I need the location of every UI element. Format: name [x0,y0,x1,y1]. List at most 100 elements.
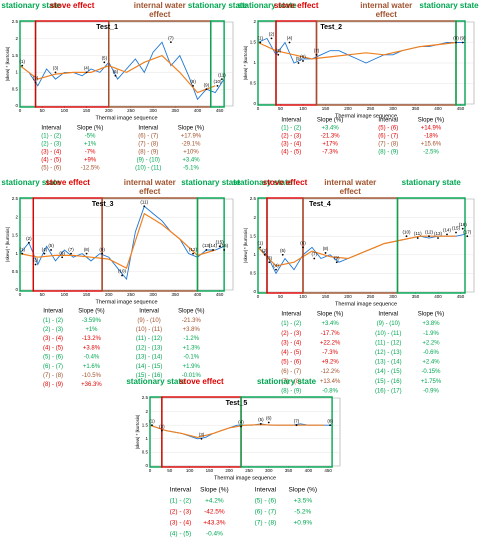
point-marker [461,227,464,230]
point-marker [277,53,280,56]
point-label: (9) [334,255,340,260]
x-tick-label: 450 [457,294,465,299]
table-interval: (5) - (6) [378,126,398,132]
x-tick-label: 100 [186,468,194,473]
table-header: Interval [281,312,301,318]
table-interval: (1) - (2) [41,134,61,140]
point-label: (1) [258,36,264,41]
y-tick-label: 0 [145,463,148,468]
point-marker [21,252,24,255]
region-label: stationary state [181,178,241,187]
y-tick-label: 2 [145,409,148,414]
point-marker [275,268,277,271]
point-marker [446,233,448,236]
region-label: stationary state [1,1,61,10]
table-slope: +2.2% [422,340,440,346]
table-slope: -29.1% [181,142,201,148]
point-label: (16) [220,243,229,248]
table-interval: (13) - (14) [375,360,402,366]
table-slope: -0.1% [183,355,199,361]
point-label: (12) [425,229,434,234]
point-marker [461,41,464,44]
chart-title: Test_1 [96,24,118,31]
table-interval: (3) - (4) [41,150,61,156]
y-tick-label: 1.5 [250,233,257,238]
point-label: (7) [312,252,318,257]
table-interval: (2) - (3) [281,134,301,140]
table-header: Slope (%) [178,126,204,132]
point-label: (7) [314,48,320,53]
point-label: (8) [190,79,196,84]
point-label: (7) [294,418,300,423]
x-tick-label: 300 [389,106,397,111]
table-interval: (2) - (3) [281,331,301,337]
point-label: (10) [402,229,411,234]
point-label: (3) [33,258,39,263]
table-interval: (8) - (9) [43,382,63,388]
table-interval: (6) - (7) [138,134,158,140]
point-label: (13) [202,243,211,248]
table-slope: +15.6% [421,142,442,148]
x-tick-label: 400 [194,108,202,113]
y-tick-label: 0.5 [250,271,257,276]
series-line [19,212,216,270]
region-label: stationary state [1,178,61,187]
table-slope: -5% [85,134,96,140]
table-header: Slope (%) [77,126,103,132]
table-interval: (6) - (7) [281,369,301,375]
table-header: Interval [378,312,398,318]
table-slope: +22.2% [320,340,341,346]
point-marker [200,437,203,440]
point-marker [85,71,88,74]
x-tick-label: 150 [206,468,214,473]
table-interval: (4) - (5) [43,345,63,351]
table-interval: (15) - (16) [136,373,163,379]
table-slope: -0.6% [423,350,439,356]
point-marker [212,249,214,251]
y-tick-label: 1 [145,436,148,441]
table-interval: (7) - (8) [255,520,277,527]
y-tick-label: 2.5 [250,196,257,201]
point-marker [192,84,194,87]
table-slope: +1% [84,142,97,148]
table-slope: -42.5% [204,509,225,516]
y-tick-label: 1 [253,252,256,257]
table-interval: (6) - (7) [378,134,398,140]
point-label: (9) [204,82,210,87]
x-tick-label: 350 [172,292,180,297]
table-interval: (1) - (2) [281,321,301,327]
table-interval: (5) - (6) [43,355,63,361]
x-tick-label: 150 [83,108,91,113]
x-tick-label: 0 [19,292,22,297]
y-axis-label: |skew| * |kurtosis| [243,46,248,81]
table-slope: +14.9% [421,126,442,132]
point-label: (6) [266,416,272,421]
point-marker [43,252,46,255]
point-label: (6) [300,241,306,246]
y-tick-label: 1.5 [12,53,19,58]
region-box [240,396,333,468]
point-label: (8) [453,36,459,41]
table-slope: +3.8% [83,345,101,351]
x-tick-label: 200 [105,292,113,297]
x-tick-label: 250 [367,106,375,111]
point-marker [70,252,72,255]
x-tick-label: 350 [285,468,293,473]
point-marker [103,61,106,64]
x-tick-label: 400 [434,106,442,111]
x-tick-label: 300 [265,468,273,473]
table-interval: (8) - (9) [138,150,158,156]
x-tick-label: 0 [257,294,260,299]
point-marker [455,231,457,234]
table-slope: -0.4% [84,355,100,361]
table-header: Slope (%) [178,309,204,315]
table-interval: (5) - (6) [41,166,61,172]
table-interval: (4) - (5) [281,350,301,356]
table-interval: (12) - (13) [375,350,402,356]
x-axis-label: Thermal image sequence [335,301,397,307]
table-slope: +1.6% [83,364,101,370]
table-interval: (6) - (7) [43,364,63,370]
point-label: (9) [460,36,466,41]
